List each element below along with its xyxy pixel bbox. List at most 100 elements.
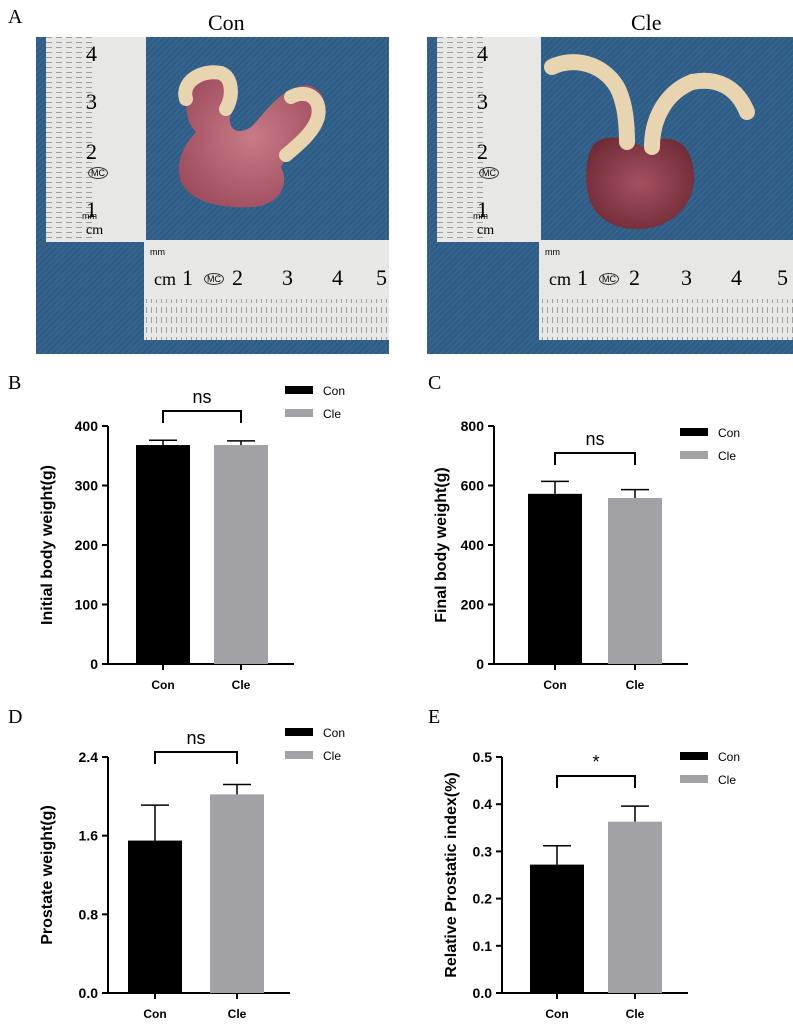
bar-con [136, 445, 190, 664]
y-tick-label: 0.0 [473, 985, 493, 1001]
panel-letter-c: C [428, 372, 442, 394]
y-tick-label: 0.0 [79, 985, 99, 1001]
legend-label: Con [718, 750, 740, 764]
ruler-h-label: 3 [681, 265, 692, 290]
ruler-v-label: 1 [86, 197, 97, 222]
ruler-h-label: 4 [731, 265, 742, 290]
photo-cle: 4 3 2 1 cm 1 2 3 4 5 mm MC MC cm mm [427, 37, 793, 354]
ruler-v-label: 2 [86, 139, 97, 164]
ruler-h-label: 5 [376, 265, 387, 290]
ruler-v-label: 3 [477, 89, 488, 114]
bar-cle [210, 794, 264, 993]
bar-con [128, 840, 182, 993]
x-tick-label: Con [545, 1007, 568, 1021]
panel-letter-b: B [8, 372, 22, 394]
significance-label: ns [585, 429, 604, 449]
tissue-cle [586, 137, 695, 230]
y-tick-label: 0.2 [473, 891, 493, 907]
significance-label: * [592, 752, 599, 772]
panel-letter-d: D [8, 706, 23, 728]
legend-swatch-con [285, 386, 313, 394]
y-tick-label: 200 [461, 597, 485, 613]
x-tick-label: Con [151, 678, 174, 692]
ruler-v-label: 2 [477, 139, 488, 164]
legend-label: Cle [718, 449, 736, 463]
ruler-h-label: 1 [577, 265, 588, 290]
significance-label: ns [192, 387, 211, 407]
ruler-h-label: 1 [182, 265, 193, 290]
y-tick-label: 0 [90, 656, 98, 672]
ruler-v-label: 1 [477, 197, 488, 222]
legend-label: Con [323, 384, 345, 398]
y-tick-label: 800 [461, 418, 485, 434]
x-tick-label: Cle [626, 678, 645, 692]
bar-cle [608, 497, 662, 664]
legend-label: Cle [323, 749, 341, 763]
bar-con [528, 493, 582, 664]
ruler-v-label: 4 [86, 41, 97, 66]
ruler-v-unit: cm [477, 223, 495, 238]
y-tick-label: 0.8 [79, 906, 99, 922]
x-tick-label: Con [543, 678, 566, 692]
photo-title-con: Con [208, 10, 245, 35]
ruler-brand-logo: MC [479, 167, 499, 179]
legend-label: Cle [718, 773, 736, 787]
ruler-v-label: 4 [477, 41, 488, 66]
y-tick-label: 0.1 [473, 938, 493, 954]
bar-cle [214, 445, 268, 664]
legend-label: Con [323, 726, 345, 740]
legend-swatch-con [680, 428, 708, 436]
significance-bracket [162, 410, 242, 423]
y-axis-label: Relative Prostatic index(%) [443, 772, 460, 977]
ruler-mm-label: mm [545, 247, 560, 257]
x-tick-label: Cle [626, 1007, 645, 1021]
ruler-brand-logo: MC [599, 273, 619, 285]
x-tick-label: Con [143, 1007, 166, 1021]
ruler-mm-label: mm [150, 247, 165, 257]
y-tick-label: 200 [75, 537, 99, 553]
y-axis-label: Final body weight(g) [433, 467, 450, 623]
ruler-brand-logo: MC [88, 167, 108, 179]
legend-swatch-cle [285, 409, 313, 417]
legend-swatch-con [285, 728, 313, 736]
ruler-v-unit: cm [86, 223, 104, 238]
x-tick-label: Cle [232, 678, 251, 692]
legend-swatch-cle [285, 751, 313, 759]
photo-title-cle: Cle [631, 10, 662, 35]
y-tick-label: 100 [75, 597, 99, 613]
photo-cle-drawing [427, 37, 793, 354]
ruler-h-label: 4 [332, 265, 343, 290]
x-tick-label: Cle [228, 1007, 247, 1021]
ruler-mm-label: mm [473, 211, 488, 221]
y-axis-label: Prostate weight(g) [39, 805, 56, 945]
legend-label: Cle [323, 407, 341, 421]
photo-con: 4 3 2 1 cm 1 2 3 4 5 mm MC MC cm mm [36, 37, 389, 354]
significance-bracket [554, 452, 636, 465]
ruler-h-label: 2 [629, 265, 640, 290]
legend-label: Con [718, 426, 740, 440]
photo-con-drawing [36, 37, 389, 354]
y-tick-label: 1.6 [79, 828, 99, 844]
y-tick-label: 0 [476, 656, 484, 672]
y-tick-label: 400 [461, 537, 485, 553]
ruler-v-label: 3 [86, 89, 97, 114]
legend-swatch-cle [680, 775, 708, 783]
legend-swatch-cle [680, 451, 708, 459]
y-tick-label: 2.4 [79, 749, 99, 765]
y-tick-label: 0.3 [473, 843, 493, 859]
y-tick-label: 600 [461, 478, 485, 494]
ruler-h-label: 5 [777, 265, 788, 290]
ruler-mm-label: mm [82, 211, 97, 221]
y-tick-label: 0.5 [473, 749, 493, 765]
legend-swatch-con [680, 752, 708, 760]
significance-bracket [556, 775, 636, 788]
ruler-brand-logo: MC [204, 273, 224, 285]
significance-label: ns [186, 728, 205, 748]
significance-bracket [154, 751, 238, 764]
ruler-h-label: 3 [282, 265, 293, 290]
bar-con [530, 864, 584, 993]
ruler-h-unit: cm [154, 269, 176, 289]
bar-cle [608, 821, 662, 993]
y-tick-label: 300 [75, 478, 99, 494]
